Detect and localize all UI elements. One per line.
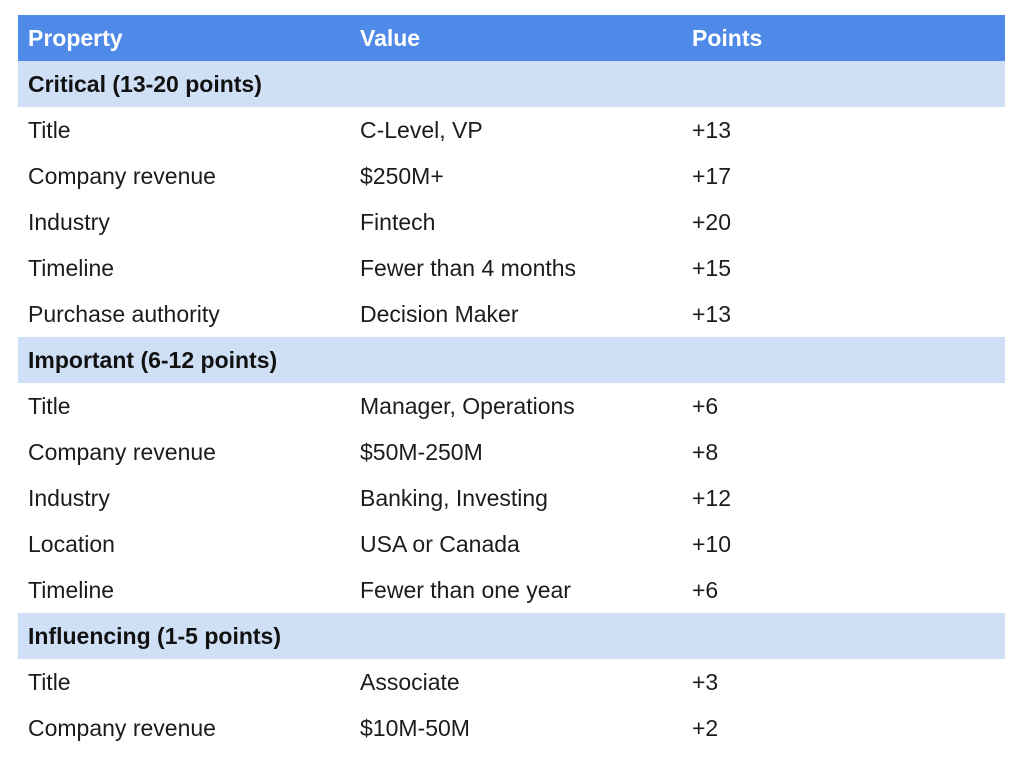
- cell-points: +3: [692, 668, 719, 695]
- table-row: Industry Banking, Investing +12: [18, 475, 1005, 521]
- cell-property: Title: [28, 668, 71, 695]
- cell-property: Industry: [28, 484, 110, 511]
- section-header-critical: Critical (13-20 points): [18, 61, 1005, 107]
- cell-points: +13: [692, 116, 732, 143]
- cell-property: Company revenue: [28, 162, 216, 189]
- table-row: Timeline Fewer than one year +6: [18, 567, 1005, 613]
- cell-points: +12: [692, 484, 732, 511]
- cell-points: +6: [692, 576, 719, 603]
- table-row: Location USA or Canada +10: [18, 521, 1005, 567]
- cell-points: +8: [692, 438, 719, 465]
- cell-value: C-Level, VP: [360, 116, 483, 143]
- cell-value: Fewer than 4 months: [360, 254, 577, 281]
- cell-points: +2: [692, 714, 719, 741]
- header-points: Points: [692, 24, 763, 51]
- cell-property: Location: [28, 530, 115, 557]
- table-row: Company revenue $250M+ +17: [18, 153, 1005, 199]
- header-property: Property: [28, 24, 123, 51]
- cell-property: Industry: [28, 208, 110, 235]
- table-row: Title Associate +3: [18, 659, 1005, 705]
- cell-value: $50M-250M: [360, 438, 483, 465]
- header-value: Value: [360, 24, 421, 51]
- lead-scoring-table-container: Property Value Points Critical (13-20 po…: [18, 15, 1005, 751]
- section-header-important: Important (6-12 points): [18, 337, 1005, 383]
- cell-value: $10M-50M: [360, 714, 470, 741]
- cell-value: Associate: [360, 668, 460, 695]
- cell-property: Title: [28, 116, 71, 143]
- table-row: Company revenue $50M-250M +8: [18, 429, 1005, 475]
- cell-value: Decision Maker: [360, 300, 519, 327]
- cell-points: +15: [692, 254, 732, 281]
- cell-value: Manager, Operations: [360, 392, 575, 419]
- cell-property: Timeline: [28, 576, 115, 603]
- cell-value: Banking, Investing: [360, 484, 548, 511]
- table-row: Purchase authority Decision Maker +13: [18, 291, 1005, 337]
- table-row: Company revenue $10M-50M +2: [18, 705, 1005, 751]
- section-title: Influencing (1-5 points): [28, 622, 281, 649]
- table-body: Critical (13-20 points) Title C-Level, V…: [18, 61, 1005, 751]
- cell-property: Purchase authority: [28, 300, 220, 327]
- cell-points: +20: [692, 208, 732, 235]
- cell-property: Title: [28, 392, 71, 419]
- cell-property: Company revenue: [28, 438, 216, 465]
- table-row: Industry Fintech +20: [18, 199, 1005, 245]
- cell-value: $250M+: [360, 162, 444, 189]
- section-title: Important (6-12 points): [28, 346, 278, 373]
- cell-value: USA or Canada: [360, 530, 520, 557]
- lead-scoring-table: Property Value Points Critical (13-20 po…: [18, 15, 1005, 751]
- cell-value: Fintech: [360, 208, 436, 235]
- cell-points: +17: [692, 162, 732, 189]
- table-header: Property Value Points: [18, 15, 1005, 61]
- cell-property: Company revenue: [28, 714, 216, 741]
- cell-points: +6: [692, 392, 719, 419]
- table-row: Title Manager, Operations +6: [18, 383, 1005, 429]
- table-row: Timeline Fewer than 4 months +15: [18, 245, 1005, 291]
- section-title: Critical (13-20 points): [28, 70, 262, 97]
- header-row: Property Value Points: [18, 15, 1005, 61]
- cell-value: Fewer than one year: [360, 576, 571, 603]
- table-row: Title C-Level, VP +13: [18, 107, 1005, 153]
- cell-points: +10: [692, 530, 732, 557]
- cell-property: Timeline: [28, 254, 115, 281]
- cell-points: +13: [692, 300, 732, 327]
- section-header-influencing: Influencing (1-5 points): [18, 613, 1005, 659]
